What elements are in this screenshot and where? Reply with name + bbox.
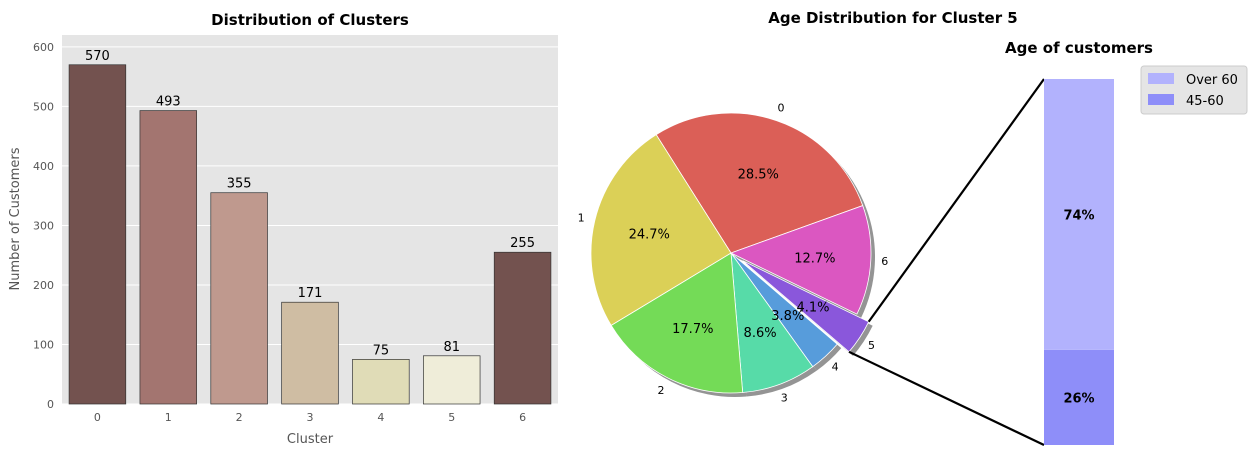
stack-segments xyxy=(1044,79,1114,445)
stack-percent-label: 74% xyxy=(1063,208,1094,223)
pie-slice-cluster-1 xyxy=(590,134,732,326)
pie-chart-title: Age Distribution for Cluster 5 xyxy=(768,9,1018,27)
bar-y-tick-label: 0 xyxy=(47,398,54,411)
bar-value-label: 570 xyxy=(85,49,110,64)
legend-label-45-60: 45-60 xyxy=(1186,94,1224,109)
bar-x-ticks: 0 1 2 3 4 5 6 xyxy=(94,411,526,424)
bar-value-label: 81 xyxy=(443,340,460,355)
pie-percent-label: 28.5% xyxy=(738,168,779,183)
pie-category-label: 1 xyxy=(578,212,585,225)
bar-x-tick-label: 5 xyxy=(448,411,455,424)
cluster-bar-chart: 0 100 200 300 400 500 600 0 1 2 3 4 5 6 570 493 355 171… xyxy=(8,11,558,447)
pie-percent-labels: 28.5% 12.7% 4.1%3.8% 8.6% 17.7% 24.7% xyxy=(629,168,836,341)
bar-y-tick-label: 300 xyxy=(33,219,54,232)
bar-x-tick-label: 6 xyxy=(519,411,526,424)
bar-cluster-2 xyxy=(210,192,268,405)
stack-segment-45-60 xyxy=(1044,349,1114,445)
bar-y-tick-label: 200 xyxy=(33,279,54,292)
bar-cluster-4 xyxy=(352,359,410,405)
stack-segment-over-60 xyxy=(1044,79,1114,350)
bar-cluster-5 xyxy=(423,355,481,405)
connector-line-top xyxy=(867,78,1045,323)
bar-x-tick-label: 0 xyxy=(94,411,101,424)
pie-category-label: 4 xyxy=(832,360,839,373)
pie-category-label: 0 xyxy=(778,101,785,114)
bar-chart-title: Distribution of Clusters xyxy=(211,11,409,29)
bar-value-label: 255 xyxy=(510,236,535,251)
pie-percent-label: 8.6% xyxy=(744,326,777,341)
bar-y-tick-label: 400 xyxy=(33,160,54,173)
pie-percent-label: 17.7% xyxy=(672,322,713,337)
pie-category-label: 2 xyxy=(657,384,664,397)
bar-value-labels: 570 493 355 171 75 81 255 xyxy=(85,49,535,359)
bar-value-label: 75 xyxy=(373,343,390,358)
bar-x-tick-label: 2 xyxy=(236,411,243,424)
bar-y-tick-label: 100 xyxy=(33,338,54,351)
pie-slices xyxy=(590,112,872,394)
bar-cluster-6 xyxy=(493,251,552,405)
legend-swatch-over-60 xyxy=(1148,73,1174,84)
stack-chart-title: Age of customers xyxy=(1005,39,1153,57)
bar-x-tick-label: 3 xyxy=(307,411,314,424)
bar-x-tick-label: 4 xyxy=(377,411,384,424)
pie-percent-label: 24.7% xyxy=(629,228,670,243)
pie-slice-cluster-2 xyxy=(610,252,744,394)
bar-cluster-1 xyxy=(139,110,197,405)
pie-percent-label: 3.8% xyxy=(771,309,804,324)
pie-category-label: 3 xyxy=(781,391,788,404)
stack-legend: Over 60 45-60 xyxy=(1140,65,1248,115)
zoom-connector-lines xyxy=(848,78,1045,446)
bar-value-label: 171 xyxy=(298,286,323,301)
bar-series xyxy=(68,64,552,405)
pie-percent-label: 4.1% xyxy=(796,301,829,316)
bar-y-tick-label: 500 xyxy=(33,100,54,113)
legend-swatch-45-60 xyxy=(1148,94,1174,105)
connector-line-bottom xyxy=(848,350,1045,446)
bar-cluster-3 xyxy=(281,301,339,405)
bar-cluster-0 xyxy=(68,64,127,405)
bar-y-ticks: 0 100 200 300 400 500 600 xyxy=(33,41,54,411)
pie-percent-label: 12.7% xyxy=(794,251,835,266)
pie-slice-cluster-6 xyxy=(729,205,872,315)
pie-category-label: 5 xyxy=(868,339,875,352)
bar-x-axis-label: Cluster xyxy=(287,432,334,447)
bar-value-label: 355 xyxy=(227,177,252,192)
stack-percent-labels: 26% 74% xyxy=(1063,208,1094,406)
stack-percent-label: 26% xyxy=(1063,391,1094,406)
pie-category-labels: 0 6 5 4 3 2 1 xyxy=(578,101,889,404)
bar-x-tick-label: 1 xyxy=(165,411,172,424)
bar-y-tick-label: 600 xyxy=(33,41,54,54)
cluster-pie-chart: Age Distribution for Cluster 5 0 6 5 4 3 2 1 2… xyxy=(578,9,1018,404)
legend-label-over-60: Over 60 xyxy=(1186,73,1238,88)
age-stacked-bar: Age of customers 26% 74% Over 60 45-60 xyxy=(1005,39,1248,445)
pie-category-label: 6 xyxy=(881,255,888,268)
bar-y-axis-label: Number of Customers xyxy=(8,147,23,290)
bar-value-label: 493 xyxy=(156,95,181,110)
pie-slice-cluster-0 xyxy=(655,112,864,254)
